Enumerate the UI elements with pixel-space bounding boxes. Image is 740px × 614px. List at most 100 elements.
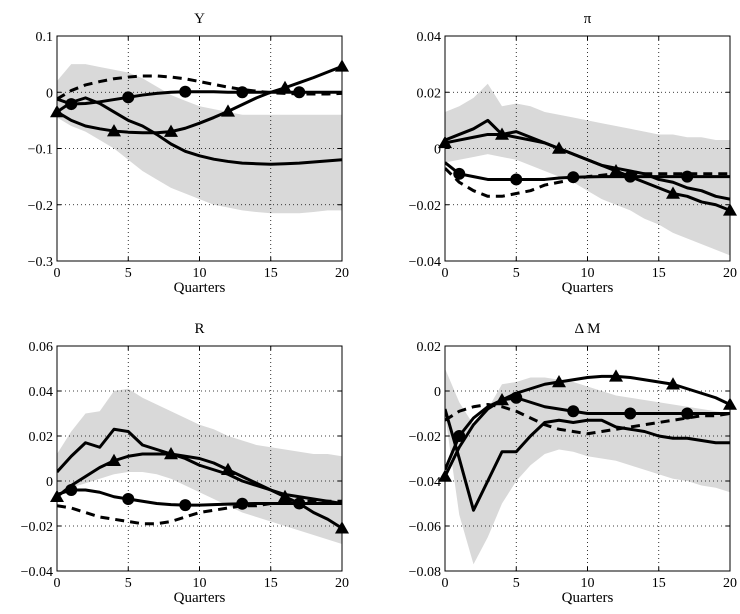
y-tick-label: 0 [46,86,53,101]
y-tick-label: −0.04 [21,565,53,580]
series-line-solid [445,408,730,512]
triangle-marker [666,186,680,199]
x-tick-label: 0 [442,576,449,591]
x-tick-label: 0 [54,266,61,281]
circle-marker [567,171,580,184]
circle-marker [567,405,580,418]
triangle-marker [107,453,121,466]
triangle-marker [278,80,292,93]
series-line-triangle [57,64,342,135]
series-line-dashed [445,167,730,198]
triangle-marker [495,393,509,406]
triangle-marker [107,124,121,137]
y-tick-label: 0.02 [29,430,54,445]
y-tick-label: −0.02 [409,430,441,445]
circle-marker [510,173,523,186]
y-tick-label: 0.1 [36,30,54,45]
panel-title: Δ M [575,321,601,337]
series-line-solid [57,96,342,166]
circle-marker [65,98,78,111]
y-tick-label: −0.02 [409,199,441,214]
circle-marker [122,91,135,104]
plot-area [57,346,342,571]
x-axis-label: Quarters [174,280,226,296]
x-tick-label: 15 [264,576,278,591]
panel-title: R [194,321,204,337]
y-tick-label: 0.06 [29,340,54,355]
plot-area [445,36,730,261]
series-line-solid [57,427,342,505]
y-tick-label: −0.3 [28,255,53,270]
triangle-marker [221,462,235,475]
circle-marker [179,499,192,512]
circle-marker [236,497,249,510]
circle-marker [453,430,466,442]
y-tick-label: −0.08 [409,565,441,580]
x-tick-label: 20 [723,576,737,591]
circle-marker [236,86,249,99]
x-tick-label: 5 [125,266,132,281]
x-tick-label: 20 [723,266,737,281]
y-tick-label: −0.2 [28,199,53,214]
circle-marker [293,497,306,510]
x-tick-label: 0 [54,576,61,591]
panel-title: π [584,11,592,27]
y-tick-label: 0.04 [417,30,442,45]
x-tick-label: 10 [193,576,207,591]
x-tick-label: 15 [652,266,666,281]
x-tick-label: 15 [652,576,666,591]
triangle-marker [164,124,178,137]
circle-marker [293,86,306,99]
x-tick-label: 10 [581,266,595,281]
series-line-triangle [445,132,730,212]
panel-y: 0 5 10 15 20 0.1 0 −0.1 −0.2 −0.3 Y Quarters [28,11,349,296]
triangle-marker [552,375,566,388]
triangle-marker [221,104,235,117]
y-tick-label: 0.02 [417,340,442,355]
triangle-marker [609,369,623,382]
x-axis-label: Quarters [562,590,614,606]
triangle-marker [495,127,509,140]
x-tick-label: 5 [125,576,132,591]
circle-marker [681,407,694,420]
panel-title: Y [194,11,205,27]
x-axis-label: Quarters [174,590,226,606]
y-tick-label: −0.06 [409,520,441,535]
x-tick-label: 10 [193,266,207,281]
y-tick-label: −0.02 [21,520,53,535]
circle-marker [681,170,694,183]
circle-marker [624,407,637,420]
x-axis-label: Quarters [562,280,614,296]
y-tick-label: −0.04 [409,255,441,270]
circle-marker [122,493,135,505]
triangle-marker [666,377,680,390]
panel-r: 0 5 10 15 20 0.06 0.04 0.02 0 −0.02 −0.04 R Quarters [21,321,349,606]
x-tick-label: 0 [442,266,449,281]
confidence-band [445,368,730,565]
x-tick-label: 15 [264,266,278,281]
circle-marker [510,391,523,404]
triangle-marker [609,164,623,177]
plot-area [57,36,342,261]
panel-delta-m: 0 5 10 15 20 0.02 0 −0.02 −0.04 −0.06 −0.08 Δ M Quar… [409,321,737,606]
y-tick-label: 0 [434,385,441,400]
circle-marker [65,484,78,496]
triangle-marker [278,489,292,502]
series-line-dashed [445,403,730,436]
y-tick-label: 0.02 [417,86,442,101]
markers [50,59,349,137]
x-tick-label: 5 [513,266,520,281]
confidence-band [445,83,730,256]
x-tick-label: 20 [335,576,349,591]
x-tick-label: 5 [513,576,520,591]
panel-pi: 0 5 10 15 20 0.04 0.02 0 −0.02 −0.04 π Quarters [409,11,737,296]
y-tick-label: 0 [46,475,53,490]
y-tick-label: 0.04 [29,385,54,400]
circle-marker [453,167,466,180]
triangle-marker [164,447,178,460]
x-tick-label: 10 [581,576,595,591]
x-tick-label: 20 [335,266,349,281]
y-tick-label: −0.1 [28,143,53,158]
markers [438,369,737,482]
